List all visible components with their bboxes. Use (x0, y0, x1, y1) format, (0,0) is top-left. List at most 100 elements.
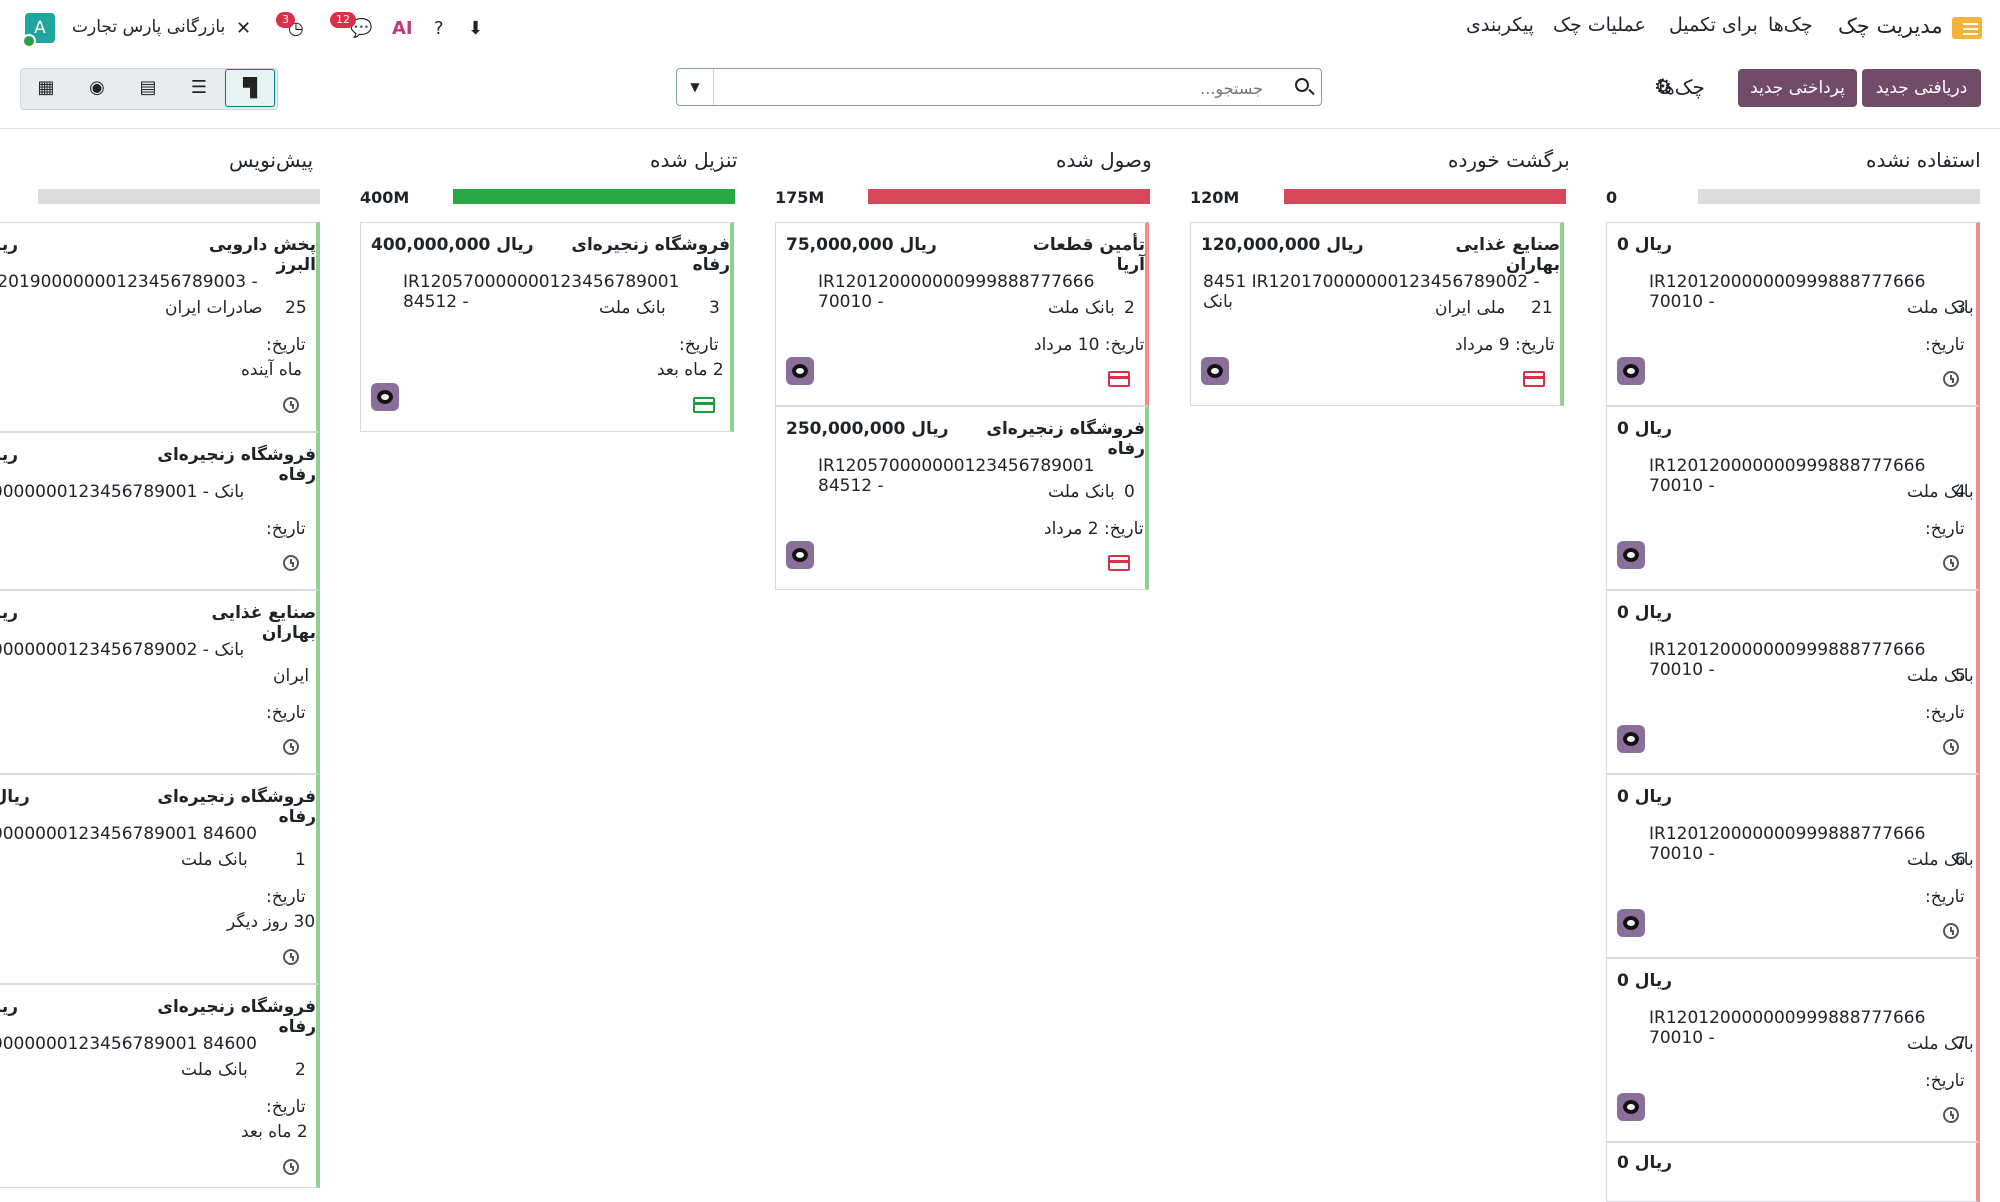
card-amount: ریال 120,000,000 (1201, 235, 1364, 255)
card-number: 4 (1955, 482, 1966, 502)
card-number: 6 (1955, 850, 1966, 870)
column-progress-unused[interactable] (1698, 189, 1980, 204)
activity-clock-icon[interactable] (283, 397, 299, 413)
card-partner: فروشگاه زنجیره‌ای رفاه (157, 997, 316, 1037)
activity-clock-icon[interactable] (283, 555, 299, 571)
credit-card-icon[interactable] (1108, 555, 1130, 571)
column-progress-draft[interactable] (38, 189, 320, 204)
gear-icon[interactable]: ⚙ (1654, 74, 1672, 98)
column-progress-collected[interactable] (868, 189, 1150, 204)
chat-icon[interactable]: 💬 (350, 18, 373, 39)
card-amount: ریال 0,000 (0, 603, 19, 623)
company-switcher[interactable]: بازرگانی پارس تجارت (72, 17, 226, 37)
activity-clock-icon[interactable] (283, 1159, 299, 1175)
activity-clock-icon[interactable] (1943, 1107, 1959, 1123)
pivot-view-icon[interactable]: ▦ (37, 77, 55, 98)
kanban-card[interactable]: ریال 0 IR120120000000999888777666 70010 … (1606, 406, 1980, 590)
menu-configuration[interactable]: پیکربندی (1466, 14, 1534, 36)
activity-clock-icon[interactable] (1943, 555, 1959, 571)
column-title-unused[interactable]: استفاده نشده (1866, 148, 1981, 172)
kanban-card[interactable]: فروشگاه زنجیره‌ای رفاه ریال 250,000,000 … (775, 406, 1149, 590)
column-progress-discounted[interactable] (453, 189, 735, 204)
kanban-card[interactable]: ریال 0 IR120120000000999888777666 70010 … (1606, 590, 1980, 774)
card-bank: بانک ملت (181, 1060, 248, 1080)
kanban-card[interactable]: فروشگاه زنجیره‌ای رفاه ریال 00,000 IR120… (0, 774, 320, 984)
card-bank: بانک ملت (1048, 482, 1115, 502)
kanban-card[interactable]: فروشگاه زنجیره‌ای رفاه ریال 0,000 IR1205… (0, 984, 320, 1188)
column-title-draft[interactable]: پیش‌نویس (229, 148, 314, 172)
activity-clock-icon[interactable] (283, 949, 299, 965)
app-title[interactable]: مدیریت چک (1838, 14, 1943, 38)
kanban-card[interactable]: ریال 0 IR120120000000999888777666 70010 … (1606, 958, 1980, 1142)
activity-clock-icon[interactable] (1943, 371, 1959, 387)
search-icon[interactable] (1295, 78, 1309, 92)
column-progress-bounced[interactable] (1284, 189, 1566, 204)
robot-icon[interactable] (1617, 357, 1645, 385)
menu-checks[interactable]: چک‌ها (1768, 14, 1813, 36)
activity-clock-icon[interactable] (1943, 923, 1959, 939)
credit-card-icon[interactable] (1523, 371, 1545, 387)
activity-clock-icon[interactable] (283, 739, 299, 755)
kanban-card[interactable]: ریال 0 IR120120000000999888777666 70010 … (1606, 774, 1980, 958)
download-icon[interactable]: ⬇ (468, 18, 484, 39)
card-date-label: تاریخ: (266, 703, 306, 723)
kanban-card[interactable]: تأمین قطعات آریا ریال 75,000,000 IR12012… (775, 222, 1149, 406)
tools-icon[interactable]: ✕ (236, 18, 252, 39)
card-date-value: ماه آینده (241, 360, 303, 380)
calendar-view-icon[interactable]: ▤ (139, 77, 157, 98)
card-partner: صنایع غذایی بهاران (211, 603, 316, 643)
list-view-icon[interactable]: ☰ (190, 77, 208, 98)
card-amount: ریال 75,000,000 (786, 235, 937, 255)
avatar-letter: A (34, 18, 46, 38)
kanban-card[interactable]: ریال 0 (1606, 1142, 1980, 1202)
activity-clock-icon[interactable] (1943, 739, 1959, 755)
column-title-bounced[interactable]: برگشت خورده (1448, 148, 1570, 172)
help-icon[interactable]: ? (434, 18, 444, 39)
kanban-card[interactable]: ریال 0 IR120120000000999888777666 70010 … (1606, 222, 1980, 406)
card-date: تاریخ: 9 مرداد (1455, 335, 1555, 355)
card-account: IR120120000000999888777666 70010 - (1649, 456, 1926, 496)
new-payment-button[interactable]: پرداختی جدید (1738, 69, 1857, 107)
robot-icon[interactable] (786, 357, 814, 385)
kanban-view-icon[interactable]: ▜ (225, 69, 275, 107)
credit-card-icon[interactable] (693, 397, 715, 413)
app-logo-icon[interactable] (1952, 17, 1982, 39)
kanban-card[interactable]: صنایع غذایی بهاران ریال 120,000,000 8451… (1190, 222, 1564, 406)
search-input[interactable] (721, 69, 1265, 107)
card-amount: ریال 400,000,000 (371, 235, 534, 255)
robot-icon[interactable] (371, 383, 399, 411)
card-bank: بانک ملت (1048, 298, 1115, 318)
robot-icon[interactable] (786, 541, 814, 569)
credit-card-icon[interactable] (1108, 371, 1130, 387)
card-number: 3 (709, 298, 720, 318)
activity-view-icon[interactable]: ◉ (89, 77, 105, 98)
card-bank: ایران (273, 666, 310, 686)
column-count-discounted: 400M (360, 188, 410, 207)
card-amount: ریال 0 (1617, 419, 1673, 439)
card-amount: ریال 0 (1617, 787, 1673, 807)
menu-check-operations[interactable]: عملیات چک (1553, 14, 1646, 36)
robot-icon[interactable] (1617, 909, 1645, 937)
column-title-discounted[interactable]: تنزیل شده (650, 148, 738, 172)
view-switcher: ▦ ◉ ▤ ☰ ▜ (20, 68, 278, 110)
robot-icon[interactable] (1617, 725, 1645, 753)
robot-icon[interactable] (1617, 1093, 1645, 1121)
ai-icon[interactable]: AI (392, 18, 413, 39)
kanban-card[interactable]: فروشگاه زنجیره‌ای رفاه ریال 400,000,000 … (360, 222, 734, 432)
kanban-card[interactable]: فروشگاه زنجیره‌ای رفاه ریال 0,000 IR1205… (0, 432, 320, 590)
card-date: تاریخ: 2 مرداد (1044, 519, 1144, 539)
card-amount: ریال 0,000 (0, 997, 19, 1017)
robot-icon[interactable] (1617, 541, 1645, 569)
kanban-card[interactable]: صنایع غذایی بهاران ریال 0,000 IR12017000… (0, 590, 320, 774)
card-partner: فروشگاه زنجیره‌ای رفاه (571, 235, 730, 275)
robot-icon[interactable] (1201, 357, 1229, 385)
card-number: 0 (1124, 482, 1135, 502)
card-partner: پخش دارویی البرز (208, 235, 316, 275)
column-title-collected[interactable]: وصول شده (1056, 148, 1152, 172)
card-date: تاریخ: 10 مرداد (1034, 335, 1145, 355)
search-options-toggle[interactable]: ▼ (677, 69, 714, 105)
card-amount: ریال 00,000 (0, 787, 30, 807)
menu-to-complete[interactable]: برای تکمیل (1669, 14, 1758, 36)
kanban-card[interactable]: پخش دارویی البرز ریال 0,000 8451 IR12019… (0, 222, 320, 432)
new-receipt-button[interactable]: دریافتی جدید (1862, 69, 1981, 107)
